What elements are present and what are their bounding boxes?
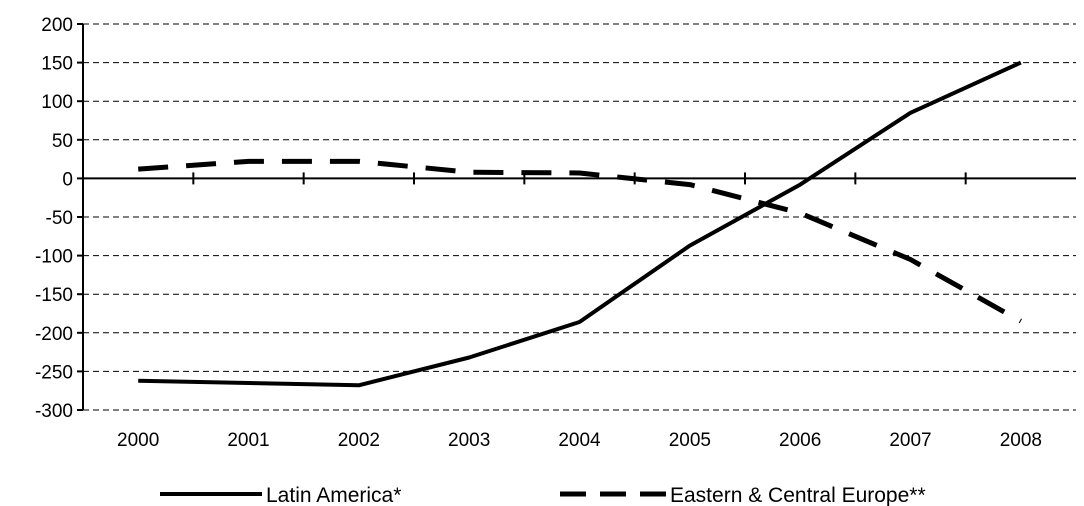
series-line-latin-america bbox=[138, 60, 1022, 388]
y-tick-label: 50 bbox=[52, 131, 73, 152]
legend: Latin America* Eastern & Central Europe*… bbox=[160, 484, 926, 506]
y-tick-label: -100 bbox=[35, 247, 73, 268]
x-tick-label: 2003 bbox=[448, 430, 490, 451]
x-tick-label: 2005 bbox=[669, 430, 711, 451]
x-tick-label: 2006 bbox=[779, 430, 821, 451]
legend-label-latin-america: Latin America* bbox=[266, 484, 401, 506]
x-tick-label: 2004 bbox=[558, 430, 601, 451]
y-tick-labels: 200 150 100 50 0 -50 -100 -150 -200 -250 -300 bbox=[35, 15, 73, 422]
y-tick-label: -250 bbox=[35, 362, 73, 383]
y-tick-label: -200 bbox=[35, 324, 73, 345]
y-tick-label: 150 bbox=[41, 54, 73, 75]
x-tick-label: 2007 bbox=[889, 430, 931, 451]
legend-label-eastern-central-europe: Eastern & Central Europe** bbox=[670, 484, 926, 506]
y-tick-label: -150 bbox=[35, 285, 73, 306]
series-lines bbox=[138, 60, 1023, 388]
y-tick-label: -50 bbox=[46, 208, 73, 229]
x-tick-label: 2008 bbox=[1000, 430, 1042, 451]
x-tick-labels: 2000 2001 2002 2003 2004 2005 2006 2007 2008 bbox=[117, 430, 1042, 451]
x-tick-label: 2000 bbox=[117, 430, 159, 451]
x-tick-label: 2002 bbox=[338, 430, 380, 451]
gridlines bbox=[83, 23, 1076, 411]
x-tick-label: 2001 bbox=[227, 430, 269, 451]
y-tick-label: 200 bbox=[41, 15, 73, 36]
y-tick-label: -300 bbox=[35, 401, 73, 422]
y-tick-label: 100 bbox=[41, 92, 73, 113]
axes bbox=[77, 23, 1076, 411]
y-tick-label: 0 bbox=[62, 169, 73, 190]
series-line-eastern-central-europe bbox=[138, 158, 1023, 324]
